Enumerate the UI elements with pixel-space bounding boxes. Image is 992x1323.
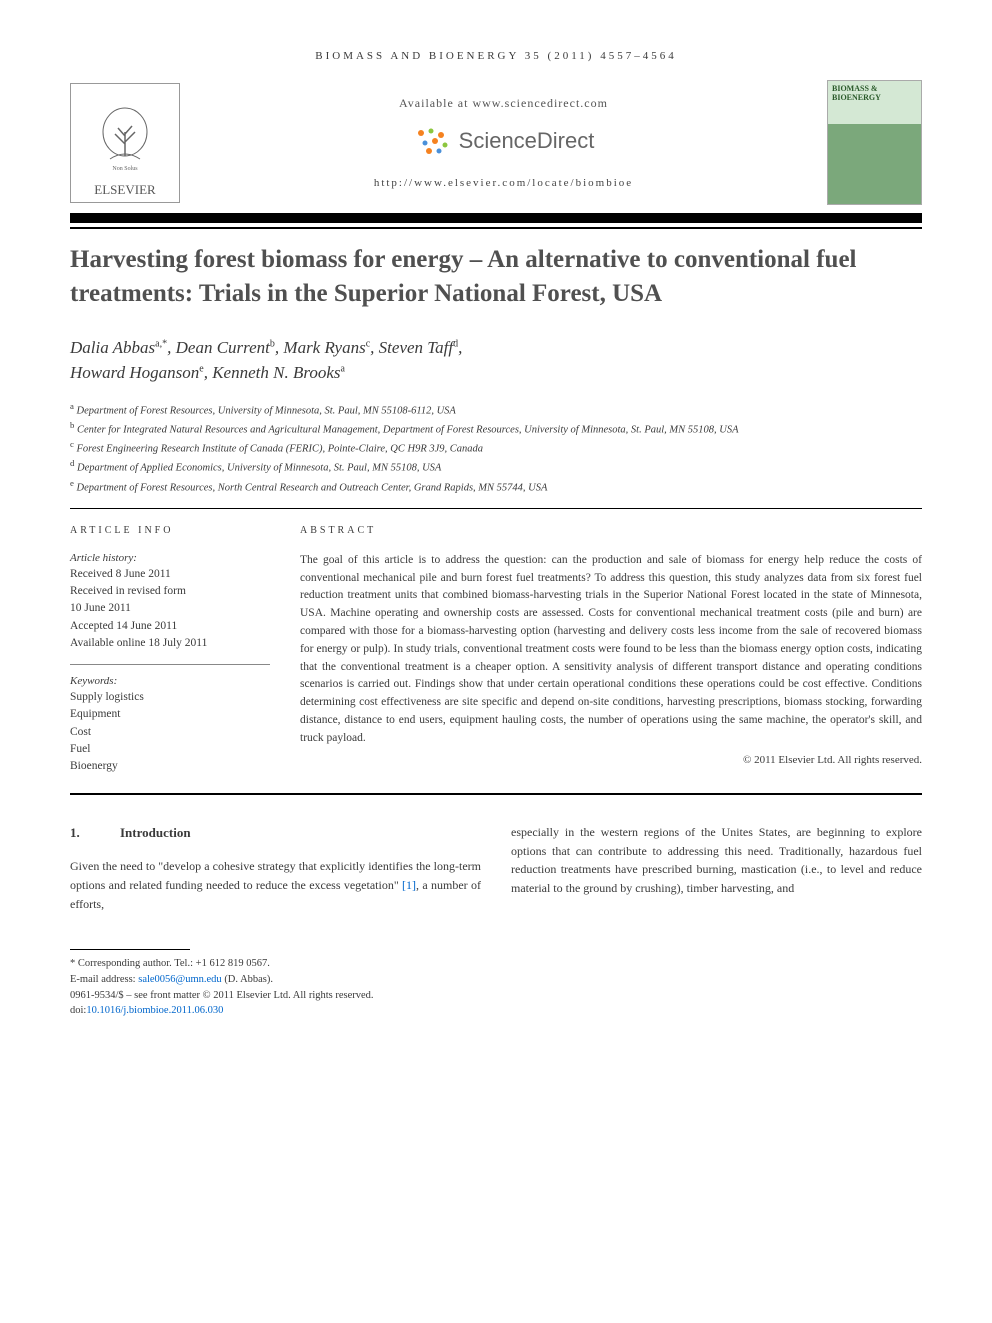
keyword: Supply logistics xyxy=(70,689,270,706)
affiliation: d Department of Applied Economics, Unive… xyxy=(70,457,922,476)
author: Howard Hogansone xyxy=(70,363,204,382)
journal-cover-title: BIOMASS & BIOENERGY xyxy=(832,85,917,103)
header-row: Non Solus ELSEVIER Available at www.scie… xyxy=(70,80,922,205)
footnotes: * Corresponding author. Tel.: +1 612 819… xyxy=(70,956,922,1019)
elsevier-logo: Non Solus ELSEVIER xyxy=(70,83,180,203)
copyright-line: © 2011 Elsevier Ltd. All rights reserved… xyxy=(300,754,922,766)
thick-rule xyxy=(70,213,922,223)
keyword: Fuel xyxy=(70,741,270,758)
article-info-heading: ARTICLE INFO xyxy=(70,525,270,536)
history-line: Received 8 June 2011 xyxy=(70,566,270,583)
section-heading: 1.Introduction xyxy=(70,823,481,843)
affiliation: e Department of Forest Resources, North … xyxy=(70,477,922,496)
sciencedirect-text: ScienceDirect xyxy=(459,128,595,154)
footnote-rule xyxy=(70,949,190,950)
doi-link[interactable]: 10.1016/j.biombioe.2011.06.030 xyxy=(86,1005,223,1016)
history-line: Available online 18 July 2011 xyxy=(70,635,270,652)
author-list: Dalia Abbasa,*, Dean Currentb, Mark Ryan… xyxy=(70,335,922,386)
email-link[interactable]: sale0056@umn.edu xyxy=(138,974,221,985)
info-abstract-row: ARTICLE INFO Article history: Received 8… xyxy=(70,525,922,776)
available-at-text: Available at www.sciencedirect.com xyxy=(200,96,807,111)
email-line: E-mail address: sale0056@umn.edu (D. Abb… xyxy=(70,972,922,988)
keyword: Cost xyxy=(70,724,270,741)
body-paragraph: Given the need to "develop a cohesive st… xyxy=(70,857,481,913)
article-history-heading: Article history: xyxy=(70,552,270,564)
keyword: Equipment xyxy=(70,706,270,723)
abstract-text: The goal of this article is to address t… xyxy=(300,552,922,748)
affiliation-list: a Department of Forest Resources, Univer… xyxy=(70,400,922,496)
keywords-list: Supply logistics Equipment Cost Fuel Bio… xyxy=(70,689,270,775)
author: Dean Currentb xyxy=(176,338,275,357)
body-columns: 1.Introduction Given the need to "develo… xyxy=(70,823,922,913)
reference-link[interactable]: [1] xyxy=(402,878,416,892)
section-number: 1. xyxy=(70,823,120,843)
journal-cover-thumbnail: BIOMASS & BIOENERGY xyxy=(827,80,922,205)
body-column-right: especially in the western regions of the… xyxy=(511,823,922,913)
abstract-column: ABSTRACT The goal of this article is to … xyxy=(300,525,922,776)
article-title: Harvesting forest biomass for energy – A… xyxy=(70,243,922,311)
sciencedirect-icon xyxy=(413,125,453,157)
keywords-heading: Keywords: xyxy=(70,675,270,687)
author: Mark Ryansc xyxy=(283,338,370,357)
body-column-left: 1.Introduction Given the need to "develo… xyxy=(70,823,481,913)
sciencedirect-logo[interactable]: ScienceDirect xyxy=(413,125,595,157)
author: Kenneth N. Brooksa xyxy=(212,363,345,382)
article-history: Received 8 June 2011 Received in revised… xyxy=(70,566,270,652)
body-paragraph: especially in the western regions of the… xyxy=(511,823,922,897)
section-title: Introduction xyxy=(120,825,191,840)
history-line: Accepted 14 June 2011 xyxy=(70,618,270,635)
author: Dalia Abbasa,* xyxy=(70,338,167,357)
abstract-heading: ABSTRACT xyxy=(300,525,922,536)
corresponding-author: * Corresponding author. Tel.: +1 612 819… xyxy=(70,956,922,972)
info-divider xyxy=(70,664,270,665)
affiliation: c Forest Engineering Research Institute … xyxy=(70,438,922,457)
svg-text:Non Solus: Non Solus xyxy=(112,166,138,172)
author: Steven Taffd xyxy=(379,338,458,357)
front-matter-line: 0961-9534/$ – see front matter © 2011 El… xyxy=(70,988,922,1004)
thin-rule xyxy=(70,227,922,229)
journal-reference: BIOMASS AND BIOENERGY 35 (2011) 4557–456… xyxy=(70,50,922,62)
rule xyxy=(70,508,922,509)
article-info-column: ARTICLE INFO Article history: Received 8… xyxy=(70,525,270,776)
header-center: Available at www.sciencedirect.com Scien… xyxy=(180,96,827,189)
history-line: Received in revised form xyxy=(70,583,270,600)
elsevier-tree-icon: Non Solus xyxy=(90,104,160,174)
main-rule xyxy=(70,793,922,795)
elsevier-logo-text: ELSEVIER xyxy=(94,182,155,198)
affiliation: b Center for Integrated Natural Resource… xyxy=(70,419,922,438)
affiliation: a Department of Forest Resources, Univer… xyxy=(70,400,922,419)
keyword: Bioenergy xyxy=(70,758,270,775)
journal-url[interactable]: http://www.elsevier.com/locate/biombioe xyxy=(200,177,807,189)
doi-line: doi:10.1016/j.biombioe.2011.06.030 xyxy=(70,1003,922,1019)
history-line: 10 June 2011 xyxy=(70,600,270,617)
